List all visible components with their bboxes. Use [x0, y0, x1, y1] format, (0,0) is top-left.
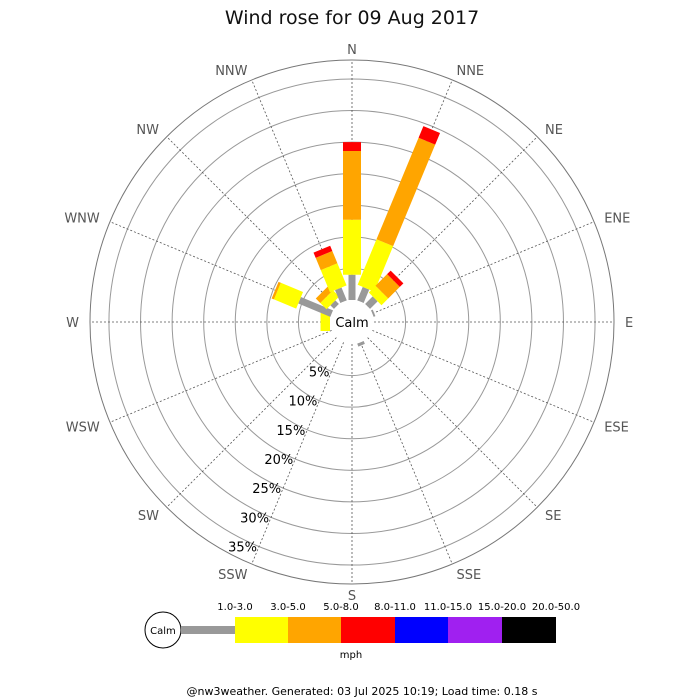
calm-circle [330, 300, 374, 344]
radial-tick-20: 20% [264, 453, 293, 468]
legend-swatch-15.0-20.0 [448, 617, 502, 643]
legend-swatch-20.0-50.0 [502, 617, 556, 643]
bar-ne-5.0-8.0 [375, 274, 400, 299]
bar-wnw-5.0-8.0 [271, 281, 281, 300]
bar-nne-3.0-5.0 [357, 239, 394, 292]
spoke-sse [360, 342, 453, 565]
radial-tick-labels: 5% 10% 15% 20% 25% 30% 35% [228, 366, 329, 556]
direction-label-nnw: NNW [215, 64, 247, 79]
bar-nne-8.0-11.0 [418, 126, 441, 145]
bar-nnw-1.0-3.0 [335, 287, 347, 304]
bar-nnw-5.0-8.0 [315, 250, 338, 271]
bar-nw-1.0-3.0 [330, 300, 339, 309]
legend-label-20.0-50.0: 20.0-50.0 [532, 602, 580, 613]
bar-nne-1.0-3.0 [357, 286, 370, 304]
chart-title: Wind rose for 09 Aug 2017 [225, 7, 479, 29]
legend-unit: mph [340, 650, 362, 661]
legend-swatch-8.0-11.0 [341, 617, 395, 643]
radial-tick-35: 35% [228, 541, 257, 556]
legend-label-5.0-8.0: 5.0-8.0 [323, 602, 358, 613]
direction-label-e: E [625, 316, 633, 331]
legend-label-11.0-15.0: 11.0-15.0 [424, 602, 472, 613]
bar-sse-1.0-3.0 [357, 340, 365, 347]
chart-bars [271, 126, 441, 347]
legend-calm-label: Calm [150, 626, 176, 637]
legend-swatch-1.0-3.0 [181, 626, 235, 634]
spoke-sw [166, 337, 337, 508]
outer-ring [89, 59, 615, 585]
legend-label-8.0-11.0: 8.0-11.0 [374, 602, 416, 613]
bar-nw-3.0-5.0 [320, 290, 340, 310]
legend-swatch-3.0-5.0 [235, 617, 288, 643]
bar-nne-5.0-8.0 [376, 137, 436, 247]
direction-labels: N NNE NE ENE E ESE SE SSE S SSW SW WSW W WNW NW NNW [64, 43, 633, 604]
direction-label-s: S [348, 589, 356, 604]
spoke-se [367, 337, 538, 508]
radial-tick-5: 5% [309, 366, 330, 381]
spoke-nw [166, 136, 337, 307]
legend-label-3.0-5.0: 3.0-5.0 [270, 602, 305, 613]
direction-label-ne: NE [545, 123, 563, 138]
legend-label-15.0-20.0: 15.0-20.0 [478, 602, 526, 613]
radial-tick-25: 25% [252, 482, 281, 497]
direction-label-n: N [347, 43, 357, 58]
bar-ne-8.0-11.0 [387, 270, 404, 287]
direction-label-sse: SSE [456, 568, 481, 583]
speed-legend: Calm 1.0-3.0 3.0-5.0 5.0-8.0 8.0-11.0 11.0-15… [144, 602, 580, 661]
bar-wnw-1.0-3.0 [298, 297, 334, 317]
bar-nnw-3.0-5.0 [320, 263, 347, 293]
direction-label-ene: ENE [604, 212, 630, 227]
radial-tick-30: 30% [240, 511, 269, 526]
direction-label-sw: SW [138, 509, 159, 524]
calm-label: Calm [335, 316, 368, 331]
direction-label-wnw: WNW [64, 212, 100, 227]
footer-text: @nw3weather. Generated: 03 Jul 2025 10:1… [187, 685, 538, 698]
spoke-ese [372, 330, 595, 423]
legend-label-1.0-3.0: 1.0-3.0 [217, 602, 252, 613]
spoke-wsw [109, 330, 332, 423]
direction-label-ese: ESE [604, 420, 629, 435]
direction-label-nne: NNE [456, 64, 484, 79]
legend-swatch-5.0-8.0 [288, 617, 341, 643]
radial-tick-15: 15% [276, 424, 305, 439]
bar-ene-1.0-3.0 [370, 309, 376, 317]
bar-ne-1.0-3.0 [365, 296, 378, 309]
direction-label-nw: NW [136, 123, 159, 138]
direction-label-wsw: WSW [66, 420, 100, 435]
bar-ne-3.0-5.0 [368, 285, 389, 306]
legend-swatch-11.0-15.0 [395, 617, 448, 643]
direction-label-w: W [66, 316, 79, 331]
bar-wnw-3.0-5.0 [273, 282, 304, 309]
direction-label-ssw: SSW [218, 568, 248, 583]
bar-nnw-8.0-11.0 [313, 245, 333, 258]
spoke-ene [372, 221, 595, 314]
radial-tick-10: 10% [289, 395, 318, 410]
direction-label-se: SE [545, 509, 561, 524]
spoke-ssw [251, 342, 344, 565]
bar-nw-5.0-8.0 [315, 285, 333, 303]
